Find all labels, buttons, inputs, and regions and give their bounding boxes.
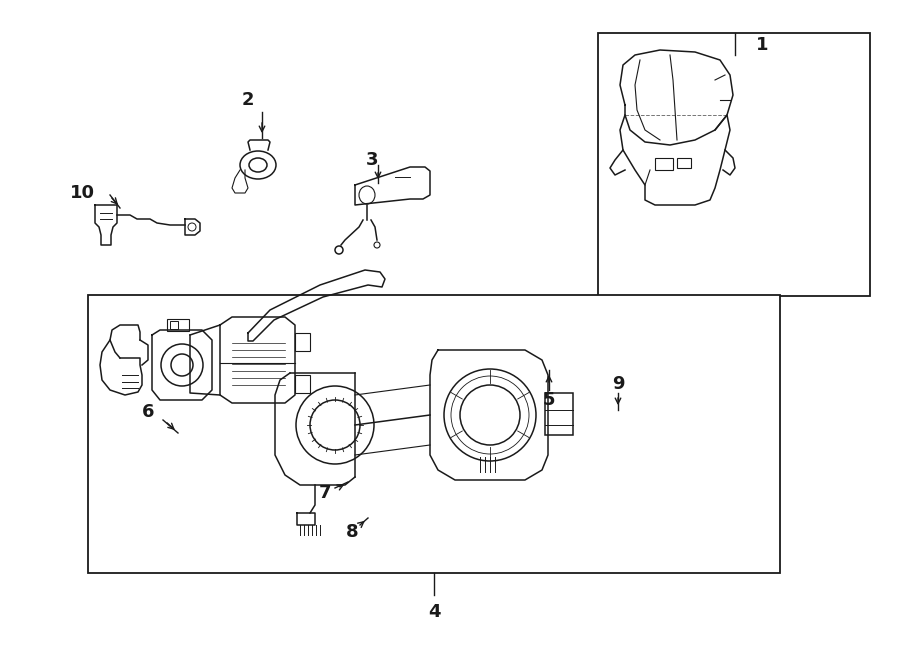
Bar xyxy=(295,333,310,351)
Text: 6: 6 xyxy=(142,403,154,421)
Text: 10: 10 xyxy=(69,184,94,202)
Bar xyxy=(167,319,189,331)
Bar xyxy=(295,375,310,393)
Text: 5: 5 xyxy=(543,391,555,409)
Text: 7: 7 xyxy=(319,484,331,502)
Text: 3: 3 xyxy=(365,151,378,169)
Bar xyxy=(545,393,573,435)
Text: 9: 9 xyxy=(612,375,625,393)
Bar xyxy=(677,158,691,168)
Bar xyxy=(598,33,870,296)
Text: 4: 4 xyxy=(428,603,440,621)
Text: 1: 1 xyxy=(756,36,769,54)
Text: 8: 8 xyxy=(346,523,358,541)
Text: 2: 2 xyxy=(242,91,254,109)
Bar xyxy=(88,295,780,573)
Bar xyxy=(655,158,673,170)
Bar xyxy=(170,321,178,329)
